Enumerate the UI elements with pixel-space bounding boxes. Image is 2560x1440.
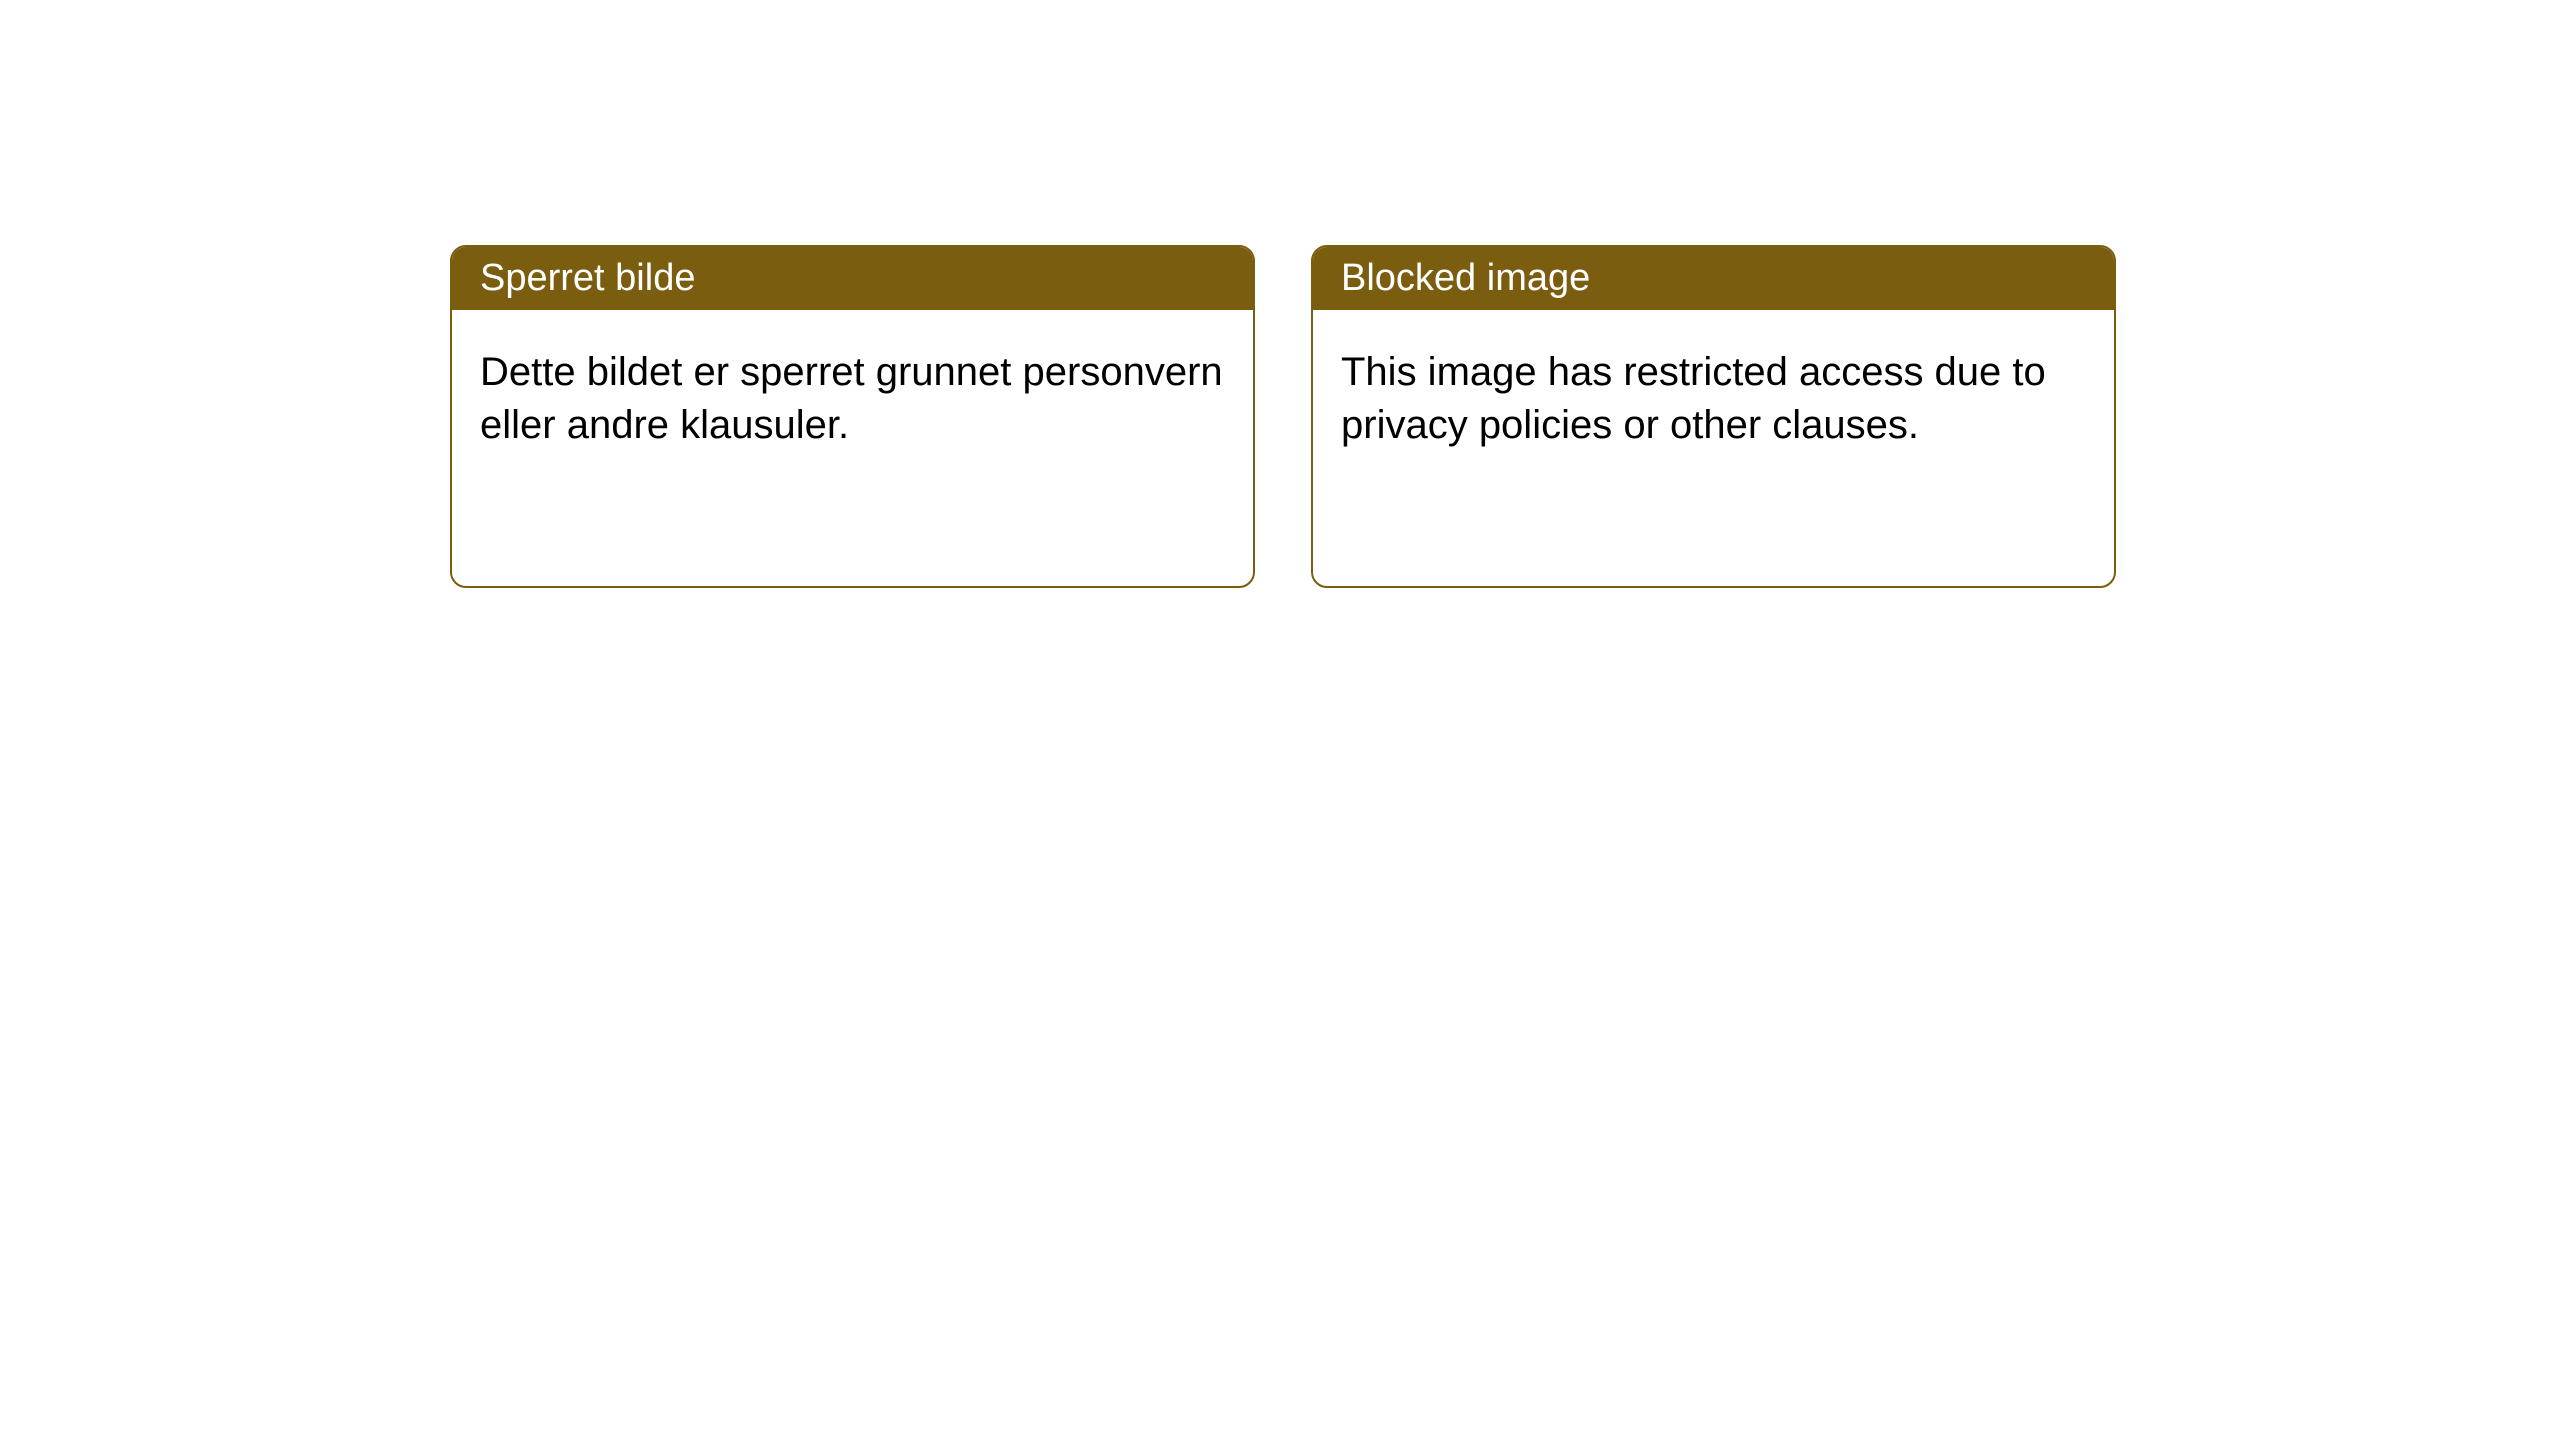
card-header-text: Blocked image	[1341, 257, 1590, 299]
card-body: This image has restricted access due to …	[1313, 310, 2114, 586]
card-header: Blocked image	[1313, 247, 2114, 310]
notice-card-english: Blocked image This image has restricted …	[1311, 245, 2116, 588]
card-header-text: Sperret bilde	[480, 257, 695, 299]
notice-cards-container: Sperret bilde Dette bildet er sperret gr…	[450, 245, 2116, 588]
notice-card-norwegian: Sperret bilde Dette bildet er sperret gr…	[450, 245, 1255, 588]
card-body-text: Dette bildet er sperret grunnet personve…	[480, 350, 1223, 447]
card-header: Sperret bilde	[452, 247, 1253, 310]
card-body-text: This image has restricted access due to …	[1341, 350, 2046, 447]
card-body: Dette bildet er sperret grunnet personve…	[452, 310, 1253, 586]
